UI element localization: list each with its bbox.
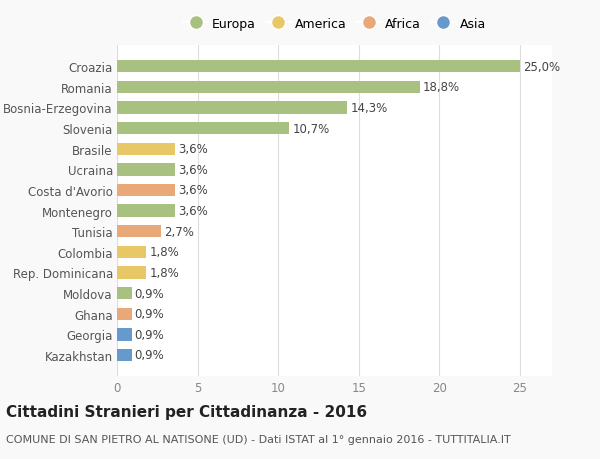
Bar — [117, 329, 131, 341]
Text: 1,8%: 1,8% — [149, 246, 179, 259]
Bar — [117, 225, 161, 238]
Bar — [117, 267, 146, 279]
Text: 25,0%: 25,0% — [523, 61, 560, 73]
Bar — [117, 82, 420, 94]
Bar — [117, 61, 520, 73]
Text: 3,6%: 3,6% — [178, 143, 208, 156]
Text: 3,6%: 3,6% — [178, 184, 208, 197]
Text: 0,9%: 0,9% — [135, 308, 164, 320]
Text: Cittadini Stranieri per Cittadinanza - 2016: Cittadini Stranieri per Cittadinanza - 2… — [6, 404, 367, 419]
Legend: Europa, America, Africa, Asia: Europa, America, Africa, Asia — [178, 12, 491, 35]
Text: 0,9%: 0,9% — [135, 287, 164, 300]
Text: 18,8%: 18,8% — [423, 81, 460, 94]
Bar — [117, 102, 347, 114]
Bar — [117, 185, 175, 197]
Text: 2,7%: 2,7% — [164, 225, 194, 238]
Text: 3,6%: 3,6% — [178, 163, 208, 176]
Text: 3,6%: 3,6% — [178, 205, 208, 218]
Text: 0,9%: 0,9% — [135, 349, 164, 362]
Bar — [117, 308, 131, 320]
Text: COMUNE DI SAN PIETRO AL NATISONE (UD) - Dati ISTAT al 1° gennaio 2016 - TUTTITAL: COMUNE DI SAN PIETRO AL NATISONE (UD) - … — [6, 434, 511, 444]
Bar — [117, 205, 175, 217]
Bar — [117, 164, 175, 176]
Text: 14,3%: 14,3% — [350, 102, 388, 115]
Text: 0,9%: 0,9% — [135, 328, 164, 341]
Bar — [117, 143, 175, 156]
Bar — [117, 349, 131, 361]
Text: 1,8%: 1,8% — [149, 266, 179, 280]
Bar — [117, 123, 289, 135]
Bar — [117, 287, 131, 300]
Text: 10,7%: 10,7% — [293, 123, 330, 135]
Bar — [117, 246, 146, 258]
